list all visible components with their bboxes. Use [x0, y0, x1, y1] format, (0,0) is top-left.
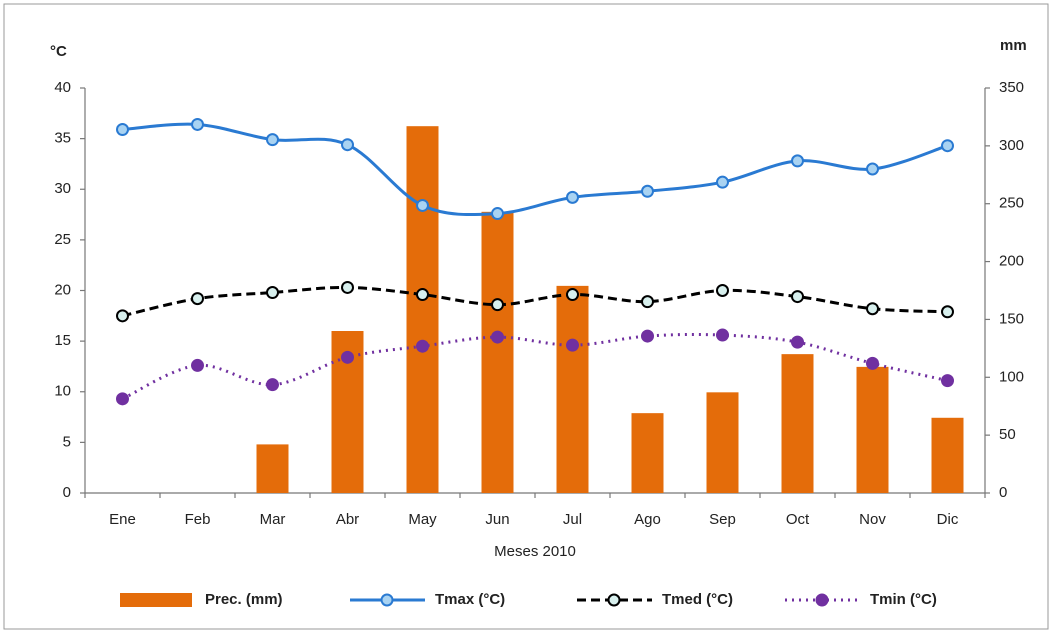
y-axis-title: °C: [50, 43, 67, 60]
x-tick-label: Oct: [786, 511, 810, 528]
marker: [566, 190, 579, 204]
x-tick-label: Ago: [634, 511, 661, 528]
y-tick-label: 25: [54, 231, 71, 248]
marker: [866, 302, 879, 316]
marker: [641, 329, 654, 343]
x-tick-label: May: [408, 511, 437, 528]
bar: [556, 285, 589, 493]
marker: [416, 288, 429, 302]
marker: [491, 298, 504, 312]
x-tick-label: Sep: [709, 511, 736, 528]
marker: [416, 198, 429, 212]
y-tick-label: 0: [63, 484, 71, 501]
x-tick-label: Ene: [109, 511, 136, 528]
marker: [191, 292, 204, 306]
marker: [116, 309, 129, 323]
legend-marker: [380, 593, 394, 607]
y2-tick-label: 350: [999, 79, 1024, 96]
legend-label: Tmed (°C): [662, 591, 733, 608]
plot-area: [85, 88, 985, 493]
marker: [716, 284, 729, 297]
legend-label: Tmax (°C): [435, 591, 505, 608]
marker: [716, 175, 729, 189]
marker: [791, 290, 804, 304]
bar: [481, 211, 514, 494]
marker: [941, 374, 954, 388]
marker: [566, 288, 579, 302]
x-tick-label: Feb: [185, 511, 211, 528]
marker: [866, 356, 879, 370]
marker: [716, 328, 729, 342]
legend-label: Prec. (mm): [205, 591, 283, 608]
marker: [341, 280, 354, 294]
marker: [191, 117, 204, 131]
marker: [941, 139, 954, 153]
bar: [256, 444, 289, 493]
x-tick-label: Jul: [563, 511, 582, 528]
x-tick-label: Dic: [937, 511, 959, 528]
y-tick-label: 15: [54, 332, 71, 349]
y2-tick-label: 300: [999, 137, 1024, 154]
marker: [866, 162, 879, 176]
y-tick-label: 40: [54, 79, 71, 96]
bar: [406, 126, 439, 493]
marker: [941, 305, 954, 319]
x-axis-title: Meses 2010: [494, 543, 576, 560]
marker: [116, 123, 129, 137]
marker: [416, 339, 429, 353]
marker: [266, 133, 279, 147]
y-tick-label: 30: [54, 180, 71, 197]
y2-tick-label: 50: [999, 426, 1016, 443]
marker: [341, 350, 354, 364]
bar: [931, 417, 964, 493]
y2-tick-label: 0: [999, 484, 1007, 501]
x-tick-label: Jun: [485, 511, 509, 528]
marker: [491, 207, 504, 221]
marker: [791, 335, 804, 349]
y-tick-label: 20: [54, 281, 71, 298]
marker: [116, 392, 129, 406]
bar: [706, 392, 739, 493]
marker: [191, 358, 204, 372]
x-tick-label: Mar: [260, 511, 286, 528]
bar: [631, 413, 664, 493]
y2-tick-label: 200: [999, 253, 1024, 270]
marker: [266, 286, 279, 300]
y-tick-label: 35: [54, 130, 71, 147]
marker: [491, 330, 504, 344]
y2-tick-label: 100: [999, 368, 1024, 385]
legend-label: Tmin (°C): [870, 591, 937, 608]
y2-axis-title: mm: [1000, 37, 1027, 54]
bar: [856, 366, 889, 493]
marker: [641, 295, 654, 309]
marker: [566, 338, 579, 352]
y2-tick-label: 150: [999, 310, 1024, 327]
marker: [791, 154, 804, 168]
x-tick-label: Abr: [336, 511, 359, 528]
marker: [641, 184, 654, 198]
x-tick-label: Nov: [859, 511, 886, 528]
y-tick-label: 5: [63, 433, 71, 450]
y2-tick-label: 250: [999, 195, 1024, 212]
legend-marker: [815, 593, 829, 607]
legend-marker: [607, 593, 621, 607]
legend-swatch: [120, 593, 192, 607]
y-tick-label: 10: [54, 383, 71, 400]
bar: [781, 354, 814, 493]
line: [122, 285, 948, 318]
marker: [341, 138, 354, 152]
marker: [266, 378, 279, 392]
